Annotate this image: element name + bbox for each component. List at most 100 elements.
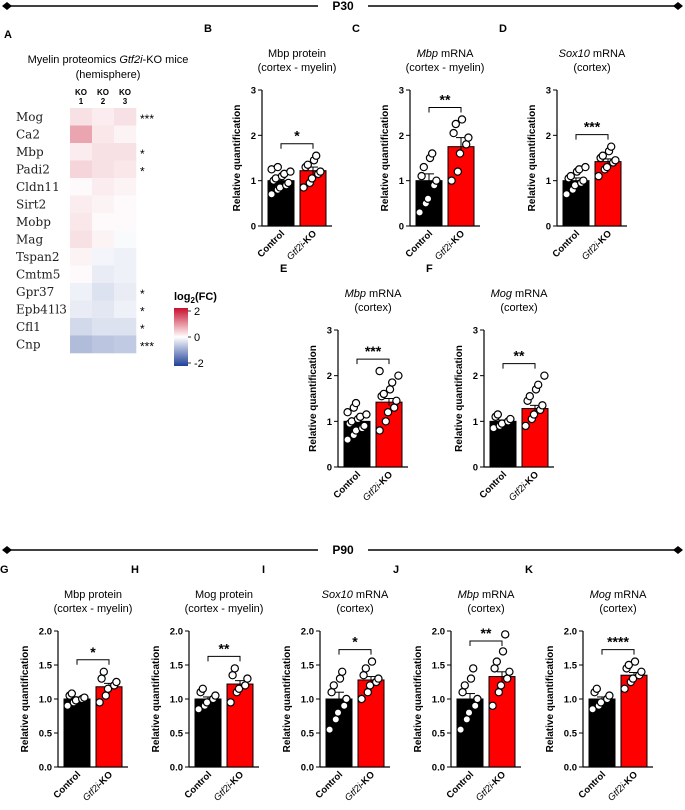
- chart-title: Mbp mRNA: [345, 288, 403, 300]
- heatmap-panel: A Myelin proteomics Gtf2i-KO mice (hemis…: [4, 29, 217, 370]
- y-tick-label: 2.0: [432, 627, 445, 638]
- y-tick-label: 0: [251, 222, 256, 233]
- chart-title-text: mRNA: [611, 589, 647, 601]
- data-point: [462, 715, 471, 724]
- data-point: [351, 398, 361, 408]
- data-point: [505, 667, 514, 677]
- y-tick-label: 1.5: [432, 661, 446, 672]
- data-point: [460, 681, 469, 690]
- x-tick-label-ko: Gtf2i-KO: [212, 769, 246, 803]
- heatmap-column-label-number: 1: [79, 97, 84, 106]
- x-tick-label-control: Control: [51, 769, 83, 801]
- chart-title-gene: Mog: [590, 589, 612, 601]
- x-tick-label-control: Control: [576, 769, 608, 801]
- chart-title: Mbp mRNA: [417, 48, 475, 60]
- panel-letter: F: [426, 263, 433, 275]
- significance-bracket: [356, 358, 390, 365]
- data-point: [494, 688, 503, 697]
- heatmap-cell: [92, 108, 115, 126]
- chart-panel-e: E Mbp mRNA (cortex) 0 1 2 3 Relative quantifica…: [280, 263, 408, 504]
- y-tick-label: 2: [473, 371, 478, 382]
- y-tick-label: 2.0: [301, 627, 314, 638]
- x-tick-label-control: Control: [550, 228, 582, 260]
- significance-bracket: [280, 143, 314, 149]
- y-tick-label: 0.0: [432, 763, 445, 774]
- data-point: [432, 176, 441, 185]
- data-point: [198, 684, 207, 694]
- data-point: [529, 410, 539, 419]
- heatmap-cell: [70, 318, 93, 336]
- data-point: [628, 674, 638, 683]
- y-tick-label: 0.5: [39, 729, 53, 740]
- data-point: [566, 171, 576, 181]
- chart-title-text: mRNA: [438, 48, 474, 60]
- data-point: [299, 183, 308, 192]
- data-point: [457, 115, 467, 124]
- data-point: [451, 119, 460, 129]
- section-p30-header: P30: [2, 0, 683, 13]
- heatmap-gene-label: Gpr37: [16, 285, 54, 299]
- heatmap-cell: [70, 230, 93, 249]
- significance-marker: *: [294, 128, 300, 144]
- heatmap-gene-label: Cmtm5: [16, 267, 60, 281]
- heatmap-cell: [114, 178, 137, 196]
- legend-title-sub: 2: [191, 296, 196, 305]
- heatmap-gene-label: Mobp: [16, 215, 51, 229]
- chart-title-gene: Mbp: [345, 288, 366, 300]
- data-point: [562, 190, 571, 199]
- data-point: [447, 176, 456, 185]
- data-point: [361, 664, 370, 673]
- legend-colorbar: [174, 308, 188, 366]
- chart-subtitle: (cortex): [500, 302, 537, 314]
- heatmap-title-line2: (hemisphere): [76, 69, 141, 81]
- data-point: [343, 435, 352, 444]
- y-tick-label: 3: [546, 86, 551, 97]
- data-point: [594, 171, 603, 181]
- heatmap-sig-marker: *: [140, 287, 145, 301]
- x-tick-label-control: Control: [313, 769, 345, 801]
- heatmap-cell: [114, 318, 137, 336]
- y-tick-label: 1: [327, 417, 333, 428]
- heatmap-sig-marker: *: [140, 322, 145, 336]
- panel-letter: H: [131, 564, 139, 576]
- chart-title: Mog protein: [195, 589, 253, 601]
- data-point: [588, 705, 597, 714]
- data-point: [423, 194, 433, 203]
- data-point: [329, 681, 338, 690]
- heatmap-cell: [92, 283, 115, 301]
- heatmap-cell: [70, 335, 93, 354]
- data-point: [374, 674, 383, 683]
- data-point: [464, 708, 474, 717]
- heatmap-cell: [70, 300, 93, 319]
- heatmap-sig-marker: ***: [140, 112, 154, 126]
- chart-title: Mbp protein: [64, 589, 122, 601]
- heatmap-cell: [114, 300, 137, 319]
- heatmap-cell: [114, 108, 137, 126]
- data-point: [538, 401, 547, 410]
- data-point: [458, 688, 467, 697]
- data-point: [342, 694, 351, 704]
- data-point: [388, 378, 397, 387]
- y-tick-label: 3: [473, 326, 478, 337]
- significance-marker: ***: [584, 119, 601, 135]
- significance-bracket: [575, 134, 609, 140]
- chart-subtitle: (cortex - myelin): [185, 603, 264, 615]
- data-point: [540, 371, 549, 380]
- heatmap-gene-label: Mag: [16, 232, 43, 246]
- heatmap-legend: log2(FC) 2 0 -2: [174, 291, 217, 370]
- y-tick-label: 1.0: [39, 695, 52, 706]
- data-point: [202, 698, 212, 707]
- data-point: [471, 701, 480, 711]
- heatmap-sig-marker: *: [140, 304, 145, 318]
- heatmap-cell: [92, 300, 115, 319]
- data-point: [498, 647, 508, 656]
- heatmap-sig-marker: *: [140, 164, 145, 178]
- data-point: [228, 671, 237, 680]
- panel-letter: K: [525, 564, 533, 576]
- data-point: [605, 691, 614, 700]
- y-tick-label: 2: [399, 131, 404, 142]
- x-tick-label-ko: Gtf2i-KO: [507, 469, 541, 503]
- x-tick-label-ko: Gtf2i-KO: [433, 228, 467, 262]
- chart-subtitle: (cortex): [573, 62, 610, 74]
- heatmap-gene-label: Ca2: [16, 127, 40, 141]
